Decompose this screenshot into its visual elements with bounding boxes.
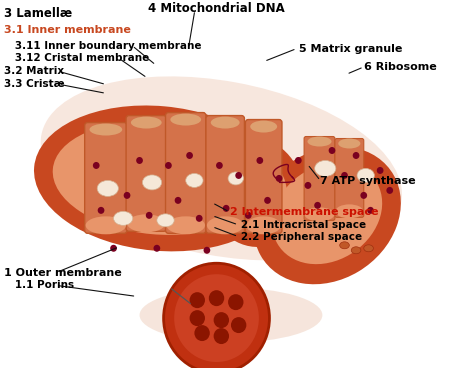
Circle shape (175, 197, 181, 204)
Ellipse shape (131, 117, 162, 128)
Text: 2.2 Peripheral space: 2.2 Peripheral space (230, 231, 362, 241)
Circle shape (264, 197, 271, 204)
Circle shape (314, 202, 321, 209)
Text: 2 Intermembrane space: 2 Intermembrane space (230, 207, 378, 217)
Ellipse shape (171, 114, 201, 125)
Text: 3.2 Matrix: 3.2 Matrix (4, 66, 64, 76)
Text: 5 Matrix granule: 5 Matrix granule (299, 43, 402, 54)
Ellipse shape (127, 214, 166, 232)
Circle shape (256, 157, 263, 164)
Circle shape (360, 192, 367, 199)
Ellipse shape (186, 173, 203, 187)
Ellipse shape (143, 175, 162, 190)
Ellipse shape (364, 245, 374, 252)
Ellipse shape (357, 169, 374, 183)
Text: 3.3 Cristæ: 3.3 Cristæ (4, 79, 65, 89)
Ellipse shape (315, 160, 336, 176)
Circle shape (174, 274, 259, 362)
Ellipse shape (140, 288, 322, 343)
Text: 3 Lamellæ: 3 Lamellæ (4, 7, 72, 20)
Circle shape (223, 205, 230, 212)
Circle shape (203, 247, 210, 254)
Circle shape (214, 312, 229, 328)
Ellipse shape (40, 77, 402, 261)
Circle shape (377, 167, 383, 174)
Circle shape (194, 325, 210, 341)
Ellipse shape (86, 216, 126, 234)
Ellipse shape (53, 122, 259, 235)
FancyBboxPatch shape (126, 116, 166, 231)
Ellipse shape (246, 216, 281, 234)
Circle shape (93, 162, 99, 169)
Circle shape (367, 207, 374, 214)
Ellipse shape (166, 216, 205, 234)
Ellipse shape (338, 138, 360, 149)
Text: 2.1 Intracristal space: 2.1 Intracristal space (230, 220, 366, 230)
Ellipse shape (207, 138, 303, 247)
Circle shape (146, 212, 153, 219)
Circle shape (216, 162, 223, 169)
Circle shape (353, 152, 360, 159)
Ellipse shape (207, 216, 243, 234)
Ellipse shape (90, 124, 122, 135)
Text: 6 Ribosome: 6 Ribosome (364, 62, 436, 72)
Circle shape (231, 317, 246, 333)
Ellipse shape (228, 172, 243, 185)
Ellipse shape (157, 214, 174, 227)
Circle shape (341, 172, 348, 179)
Ellipse shape (272, 163, 382, 264)
Circle shape (387, 187, 393, 194)
Text: 1 Outer membrane: 1 Outer membrane (4, 268, 122, 277)
Text: 1.1 Porins: 1.1 Porins (4, 280, 74, 290)
Circle shape (189, 292, 205, 308)
Circle shape (235, 172, 242, 179)
Ellipse shape (253, 146, 401, 284)
Circle shape (276, 175, 283, 182)
Text: 3.11 Inner boundary membrane: 3.11 Inner boundary membrane (4, 40, 202, 51)
Ellipse shape (305, 207, 334, 221)
Circle shape (124, 192, 130, 199)
Circle shape (164, 263, 270, 368)
Ellipse shape (219, 151, 287, 234)
Circle shape (136, 157, 143, 164)
Circle shape (186, 152, 193, 159)
Ellipse shape (335, 204, 363, 218)
Circle shape (295, 157, 302, 164)
Text: 4 Mitochondrial DNA: 4 Mitochondrial DNA (148, 2, 285, 15)
Ellipse shape (307, 137, 332, 146)
Circle shape (305, 182, 311, 189)
Circle shape (110, 245, 117, 252)
FancyBboxPatch shape (304, 137, 335, 220)
Circle shape (165, 162, 172, 169)
FancyBboxPatch shape (166, 113, 206, 233)
Circle shape (228, 294, 243, 310)
Text: 3.1 Inner membrane: 3.1 Inner membrane (4, 25, 131, 35)
Circle shape (209, 290, 224, 306)
Text: 7 ATP synthase: 7 ATP synthase (320, 176, 416, 186)
FancyBboxPatch shape (335, 138, 364, 217)
Ellipse shape (211, 117, 239, 128)
Circle shape (189, 310, 205, 326)
FancyBboxPatch shape (245, 120, 282, 233)
Circle shape (196, 215, 202, 222)
Text: 3.12 Cristal membrane: 3.12 Cristal membrane (4, 53, 149, 63)
Ellipse shape (340, 242, 349, 249)
FancyBboxPatch shape (206, 116, 244, 233)
Circle shape (98, 207, 104, 214)
Ellipse shape (250, 121, 277, 132)
Ellipse shape (113, 211, 133, 225)
FancyBboxPatch shape (85, 123, 127, 233)
Ellipse shape (34, 106, 284, 251)
Circle shape (153, 245, 160, 252)
Circle shape (245, 212, 252, 219)
Ellipse shape (97, 180, 118, 197)
Circle shape (214, 328, 229, 344)
Circle shape (328, 147, 335, 154)
Ellipse shape (351, 247, 361, 254)
